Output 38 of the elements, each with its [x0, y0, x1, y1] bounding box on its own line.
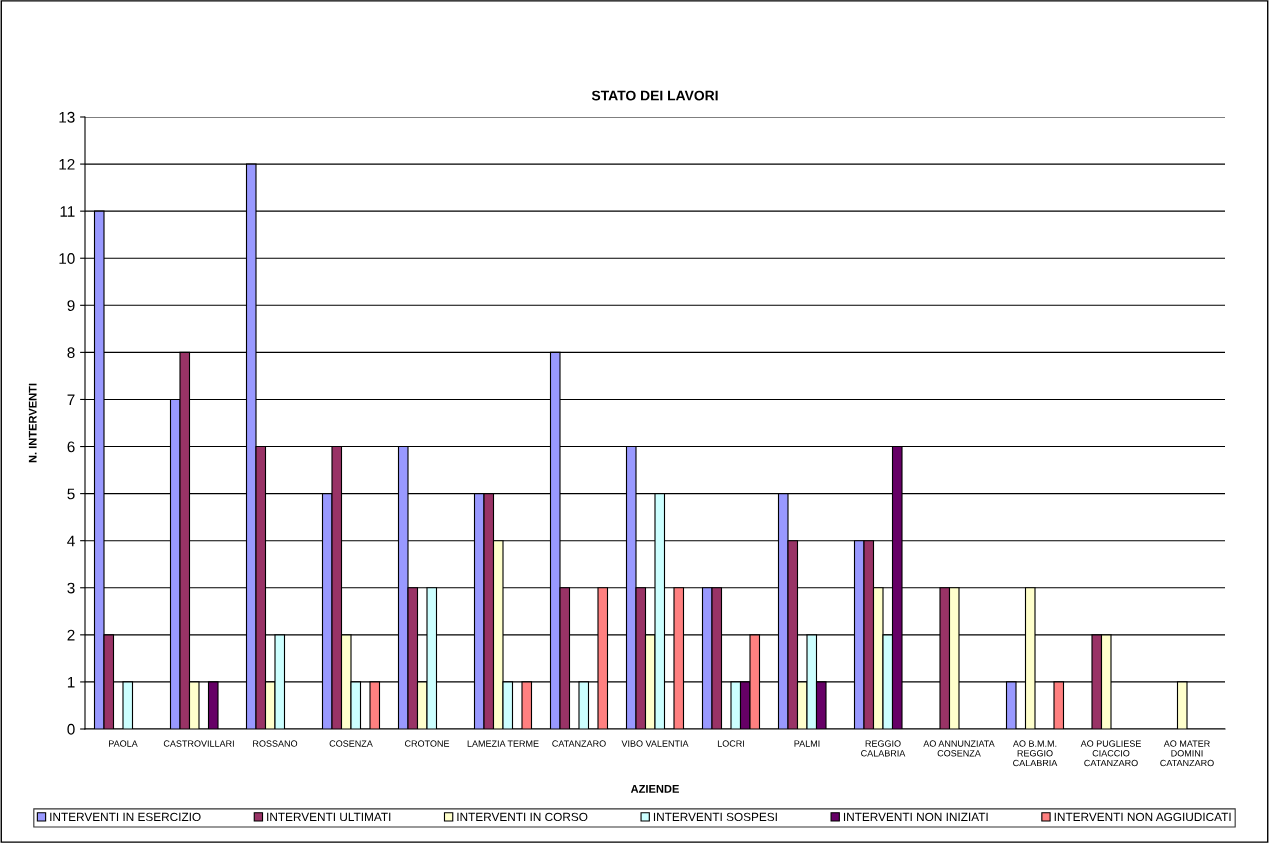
- legend-label: INTERVENTI IN ESERCIZIO: [50, 812, 201, 822]
- y-tick-label: 8: [67, 347, 75, 359]
- x-tick-label: ROSSANO: [253, 740, 298, 747]
- y-tick-label: 6: [67, 441, 75, 453]
- x-tick-label: PAOLA: [109, 740, 138, 747]
- y-axis-title: N. INTERVENTI: [28, 383, 37, 463]
- legend-label: INTERVENTI IN CORSO: [457, 812, 588, 822]
- legend-label: INTERVENTI NON AGGIUDICATI: [1054, 812, 1231, 822]
- y-tick-label: 11: [60, 206, 75, 217]
- x-tick-label: CASTROVILLARI: [163, 740, 234, 747]
- y-tick-label: 1: [67, 676, 75, 688]
- legend-label: INTERVENTI SOSPESI: [653, 812, 777, 822]
- y-tick-label: 12: [59, 158, 75, 170]
- x-tick-label: COSENZA: [329, 740, 373, 747]
- x-axis-title: AZIENDE: [630, 785, 679, 793]
- y-tick-label: 10: [59, 253, 75, 264]
- legend-label: INTERVENTI NON INIZIATI: [843, 812, 988, 822]
- x-tick-label: VIBO VALENTIA: [621, 740, 689, 747]
- x-tick-label: LOCRI: [717, 740, 744, 747]
- y-tick-label: 3: [67, 582, 75, 594]
- x-tick-label: AO MATER DOMINI CATANZARO: [1160, 740, 1214, 767]
- x-tick-label: REGGIO CALABRIA: [861, 740, 906, 757]
- x-tick-label: AO PUGLIESE CIACCIO CATANZARO: [1080, 740, 1141, 767]
- y-tick-label: 13: [59, 111, 75, 123]
- y-tick-label: 2: [67, 629, 75, 641]
- y-tick-label: 5: [67, 488, 75, 500]
- y-tick-label: 7: [67, 394, 75, 405]
- x-tick-label: LAMEZIA TERME: [467, 740, 539, 747]
- y-tick-label: 9: [67, 300, 75, 311]
- x-tick-label: AO ANNUNZIATA COSENZA: [923, 740, 995, 757]
- chart-title: STATO DEI LAVORI: [591, 90, 718, 101]
- legend-label: INTERVENTI ULTIMATI: [267, 812, 391, 822]
- x-tick-label: CROTONE: [404, 740, 450, 747]
- x-tick-label: AO B.M.M. REGGIO CALABRIA: [1012, 740, 1058, 767]
- y-tick-label: 4: [67, 535, 75, 547]
- y-tick-label: 0: [67, 723, 75, 735]
- x-tick-label: PALMI: [794, 740, 820, 747]
- x-tick-label: CATANZARO: [552, 740, 606, 747]
